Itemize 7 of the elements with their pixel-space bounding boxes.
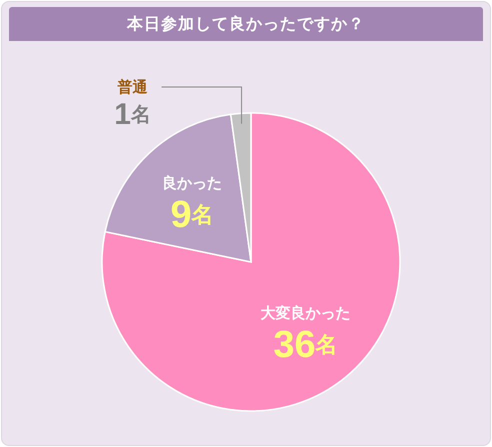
chart-title: 本日参加して良かったですか？ <box>127 14 365 34</box>
data-label: 9名 <box>170 194 214 236</box>
slice-label: 普通 <box>116 78 149 96</box>
slice-label: 良かった <box>162 174 222 192</box>
slice-label: 大変良かった <box>260 304 351 322</box>
data-label: 1名 <box>114 98 151 130</box>
data-label: 36名 <box>273 324 338 366</box>
